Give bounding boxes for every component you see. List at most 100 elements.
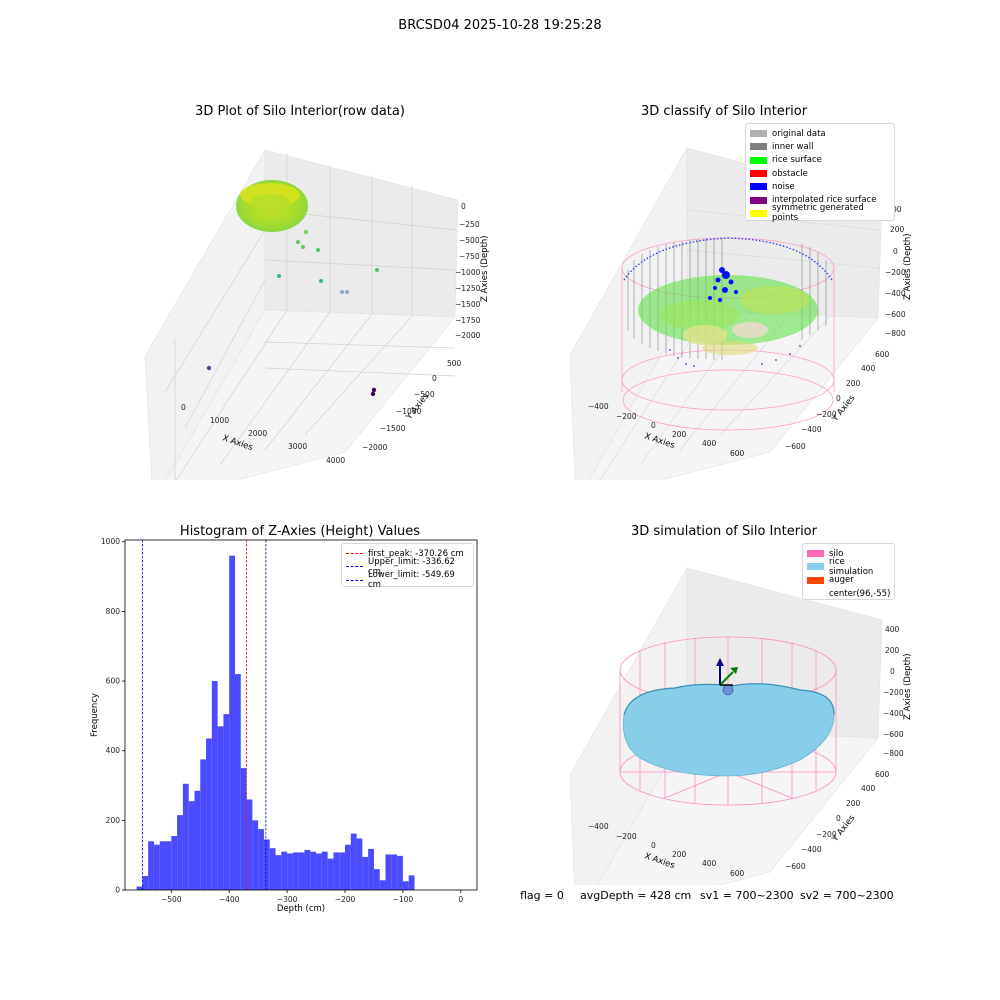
panel1-ytick: 0 [432,374,437,383]
histogram-bar [153,844,160,890]
legend-label: inner wall [772,141,814,152]
panel4-ztick: 200 [885,646,900,655]
panel1-grid [164,153,457,480]
panel1-ztick: −1500 [455,300,481,309]
histogram-bars [136,555,415,890]
panel1-ytick: −1500 [380,424,406,433]
panel1-plot: 0 1000 2000 3000 4000 X Axies 500 0 −500… [144,148,490,480]
panel2-ztick: −200 [885,268,906,277]
legend-item: auger [807,574,890,587]
panel2-xtick: 400 [702,439,717,448]
legend-item: silo [807,547,890,560]
histogram-bar [246,799,253,890]
panel4-ytick: 200 [846,799,861,808]
histogram-bar [194,790,201,890]
panel2-z-ticks: 00 200 0 −200 −400 −600 −800 [885,205,906,338]
panel1-ztick: −750 [459,252,480,261]
panel4-axis-arrows [716,658,738,686]
panel4-ytick: −400 [801,845,822,854]
panel4-ztick: −400 [883,709,904,718]
legend-label: Lower_limit: -549.69 cm [368,570,455,591]
histogram-bar [165,841,172,890]
legend-swatch [750,196,767,204]
legend-swatch [750,183,767,191]
legend-swatch [807,563,824,571]
histogram-bar [350,833,357,890]
legend-item: interpolated rice surface [750,193,890,206]
legend-swatch [750,130,767,138]
legend-label: noise [772,181,795,192]
histogram-bar [310,851,317,890]
histogram-bar [408,875,415,890]
histogram-bar [316,853,322,890]
legend-item: original data [750,127,890,140]
legend-swatch [750,156,767,164]
panel1-xtick: 0 [181,403,186,412]
histogram-bar [373,869,380,890]
panel2-title: 3D classify of Silo Interior [640,104,808,119]
legend-swatch [807,590,824,598]
histogram-bar [327,858,334,890]
histogram-x-ticks: −500 −400 −300 −200 −100 0 [161,890,463,904]
histogram-bar [298,852,305,890]
legend-label: original data [772,128,826,139]
legend-swatch [807,576,824,584]
histogram-xtick-label: −500 [161,895,182,904]
panel1-xtick: 4000 [326,456,345,465]
panel4-title: 3D simulation of Silo Interior [631,524,817,539]
histogram-ytick-label: 400 [106,746,121,755]
histogram-bar [269,848,276,890]
histogram-bar [142,876,149,890]
histogram-xtick-label: 0 [458,895,463,904]
panel2-xtick: −400 [588,402,609,411]
panel2-legend: original data inner wall rice surface ob… [745,123,895,224]
histogram-chart: −500 −400 −300 −200 −100 0 02004006008001000 … [90,537,478,914]
histogram-bar [188,801,195,890]
status-sv1: sv1 = 700~2300 [700,889,794,902]
panel2-ytick: −600 [785,442,806,451]
panel1-z-ticks: 0 −250 −500 −750 −1000 −1250 −1500 −1750… [455,202,481,340]
panel2-floor-pane [588,309,879,480]
legend-swatch [750,209,767,217]
legend-line [346,579,363,581]
legend-label: rice simulation [829,556,874,577]
histogram-bar [211,681,218,890]
histogram-bar [217,726,224,890]
histogram-vlines [142,540,267,890]
panel1-ytick: −500 [414,390,435,399]
panel1-ytick: −1000 [396,407,422,416]
legend-swatch [750,170,767,178]
panel2-y-ticks: 600 400 200 0 −200 −400 −600 [785,350,890,451]
panel2-ytick: 600 [875,350,890,359]
panel4-legend: silo rice simulation auger center(96,-55… [802,543,895,600]
panel1-ztick: −1750 [455,316,481,325]
panel4-xtick: 200 [672,850,687,859]
histogram-xtick-label: −300 [277,895,298,904]
legend-label: symmetric generated points [772,203,864,224]
legend-item: rice surface [750,154,890,167]
histogram-bar [223,714,230,890]
panel4-ylabel: Y Axies [830,813,858,845]
histogram-ytick-label: 200 [106,816,121,825]
histogram-bar [304,849,311,890]
panel4-ytick: 400 [861,784,876,793]
panel1-ytick: 500 [447,359,462,368]
legend-label: obstacle [772,168,808,179]
legend-item: inner wall [750,140,890,153]
histogram-bar [258,829,264,890]
panel2-xtick: 200 [672,430,687,439]
histogram-bar [235,674,241,890]
histogram-ytick-label: 600 [106,677,121,686]
status-flag: flag = 0 [520,889,564,902]
panel4-ztick: −600 [883,730,904,739]
panel1-scatter-points [206,230,379,397]
legend-label: Upper_limit: -336.62 cm [368,556,456,577]
histogram-bar [397,855,403,890]
panel1-ztick: −250 [459,220,480,229]
histogram-ytick-label: 0 [115,886,120,895]
legend-line [346,566,363,568]
figure-title: BRCSD04 2025-10-28 19:25:28 [398,18,602,33]
panel4-y-ticks: 600 400 200 0 −200 −400 −600 [785,770,890,871]
legend-line [346,553,363,555]
panel2-xtick: −200 [616,412,637,421]
